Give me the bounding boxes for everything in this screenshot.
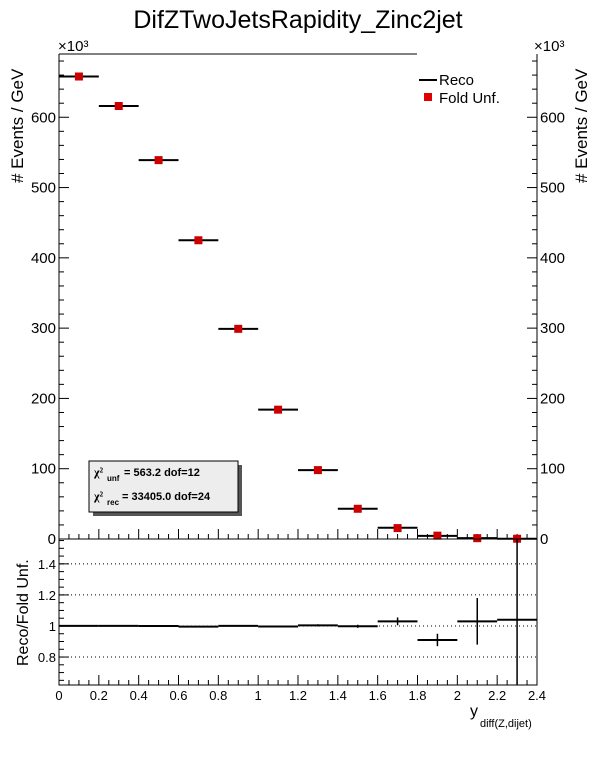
ratio-frame: [58, 538, 538, 686]
y-axis-label-left: # Events / GeV: [8, 68, 27, 183]
fold-unf-point: [194, 236, 203, 245]
ratio-plot: 0.8 1 1.2 1.4 0 0.2 0.4 0.6 0.8 1 1.2 1.4 1.6 1.8 2 2.2…: [15, 538, 546, 730]
y-tick-label-left: 0: [48, 531, 56, 548]
x-tick-label: 0: [55, 688, 62, 703]
x-axis-label-sub: diff(Z,dijet): [480, 718, 532, 730]
x-tick-label: 1.2: [289, 688, 307, 703]
y-tick-label-left: 600: [31, 109, 56, 126]
chi2-unf-value: = 563.2 dof=12: [124, 467, 200, 479]
ratio-series: [59, 539, 537, 685]
fold-unf-point: [274, 405, 283, 414]
chi2-rec-symbol: χ²: [93, 489, 104, 503]
y-axis-label-right: # Events / GeV: [572, 68, 591, 183]
y-tick-label-right: 0: [540, 531, 548, 548]
main-plot: 0 0 100 100 200 200 300 300 400 400 500 500 600 600 ×…: [8, 38, 591, 548]
legend-fold-swatch: [424, 93, 432, 101]
y-tick-label-left: 100: [31, 461, 56, 478]
y-tick-label-left: 400: [31, 250, 56, 267]
chart-title: DifZTwoJetsRapidity_Zinc2jet: [133, 6, 462, 34]
chi2-box-frame: [88, 460, 239, 513]
ratio-y-tick-label: 1.4: [38, 557, 56, 572]
chi2-box: χ² unf = 563.2 dof=12 χ² rec = 33405.0 d…: [88, 460, 242, 516]
fold-unf-point: [473, 534, 482, 543]
x-tick-label: 0.6: [169, 688, 187, 703]
x-tick-label: 1: [255, 688, 262, 703]
x-tick-label: 2.4: [528, 688, 546, 703]
x-tick-label: 0.8: [209, 688, 227, 703]
x-tick-label: 0.4: [130, 688, 148, 703]
chi2-unf-sub: unf: [107, 474, 120, 483]
fold-unf-point: [433, 531, 442, 540]
x-tick-label: 2.2: [488, 688, 506, 703]
fold-unf-point: [154, 156, 163, 165]
y-tick-label-right: 400: [540, 250, 565, 267]
ratio-y-tick-label: 0.8: [38, 650, 56, 665]
chi2-rec-sub: rec: [107, 498, 120, 507]
chi2-rec-value: = 33405.0 dof=24: [122, 491, 211, 503]
chi2-unf-symbol: χ²: [93, 465, 104, 479]
fold-unf-point: [234, 324, 243, 333]
x-tick-label: 0.2: [90, 688, 108, 703]
legend: Reco Fold Unf.: [419, 72, 500, 107]
y-tick-label-right: 500: [540, 180, 565, 197]
y-tick-label-left: 500: [31, 180, 56, 197]
y-tick-label-left: 300: [31, 320, 56, 337]
x-tick-label: 2: [454, 688, 461, 703]
fold-unf-point: [353, 504, 362, 513]
y-tick-label-left: 200: [31, 390, 56, 407]
ratio-y-tick-label: 1: [49, 619, 56, 634]
fold-unf-point: [114, 102, 123, 111]
left-exponent-label: ×10³: [58, 38, 88, 55]
legend-reco-label: Reco: [439, 72, 474, 89]
x-axis-label: y: [470, 703, 478, 720]
y-tick-label-right: 300: [540, 320, 565, 337]
fold-unf-point: [393, 524, 402, 533]
fold-unf-point: [313, 466, 322, 475]
x-tick-label: 1.4: [329, 688, 347, 703]
ratio-y-tick-label: 1.2: [38, 588, 56, 603]
x-tick-label: 1.8: [408, 688, 426, 703]
y-tick-label-right: 600: [540, 109, 565, 126]
y-tick-label-right: 100: [540, 461, 565, 478]
legend-fold-label: Fold Unf.: [439, 90, 500, 107]
ratio-gridlines: [59, 563, 537, 658]
right-exponent-label: ×10³: [534, 38, 564, 55]
x-tick-label: 1.6: [369, 688, 387, 703]
y-tick-label-right: 200: [540, 390, 565, 407]
ratio-axis-ticks: 0.8 1 1.2 1.4 0 0.2 0.4 0.6 0.8 1 1.2 1.4 1.6 1.8 2 2.2…: [38, 540, 546, 703]
fold-unf-point: [74, 72, 83, 81]
ratio-y-axis-label: Reco/Fold Unf.: [15, 559, 32, 666]
